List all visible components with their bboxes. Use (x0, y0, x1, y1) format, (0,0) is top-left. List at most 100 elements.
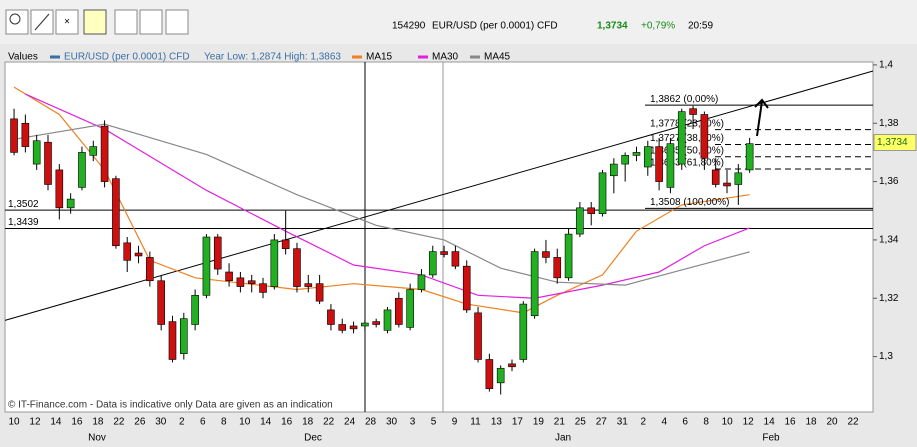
fib-label: 1,3727 (38,20%) (650, 133, 724, 144)
x-tick-label: 28 (365, 417, 377, 428)
x-tick-label: 20 (826, 417, 838, 428)
zoom-tool[interactable] (5, 9, 29, 35)
icon (34, 13, 50, 31)
candle-body (112, 178, 120, 247)
last-price-box (873, 134, 917, 151)
x-tick-label: 10 (8, 417, 20, 428)
level-label: 1,3502 (8, 199, 39, 210)
level-label: 1,3439 (8, 217, 39, 228)
candle-body (202, 236, 211, 296)
footer: © IT-Finance.com - Data is indicative on… (8, 400, 333, 411)
candle-body (621, 155, 629, 165)
candle-body (576, 207, 584, 235)
x-tick-label: 30 (386, 417, 398, 428)
x-tick-label: 3 (410, 417, 416, 428)
parallel-tool[interactable] (139, 9, 163, 35)
candle-body (689, 108, 697, 115)
candle-body (508, 363, 516, 368)
candle-body (383, 309, 392, 331)
x-tick-label: 11 (470, 417, 481, 428)
candle-body (598, 172, 607, 214)
month-label: Jan (555, 433, 571, 444)
candle-body (281, 239, 290, 249)
y-tick-label: 1,4 (879, 60, 893, 71)
candle-body (146, 257, 154, 282)
x-tick-label: 6 (200, 417, 206, 428)
y-tick-label: 1,32 (879, 293, 899, 304)
candle-body (553, 257, 562, 279)
icon (9, 13, 21, 25)
time: 20:59 (688, 21, 713, 32)
x-tick-label: 22 (113, 417, 125, 428)
x-tick-label: 8 (703, 417, 709, 428)
candle-body (78, 152, 86, 188)
legend-label: MA15 (366, 52, 393, 63)
candle-body (643, 146, 652, 168)
candle-body (134, 252, 143, 257)
candle-body (496, 367, 505, 384)
x-tick-label: 26 (134, 417, 146, 428)
x-tick-label: 27 (596, 417, 608, 428)
month-label: Feb (762, 433, 780, 444)
candle-body (530, 251, 539, 317)
candle-body (519, 303, 528, 360)
candle-body (44, 141, 52, 185)
candle-body (485, 359, 494, 389)
candle-body (247, 280, 256, 284)
x-tick-label: 18 (302, 417, 314, 428)
candle-body (259, 283, 267, 293)
x-tick-label: 22 (323, 417, 335, 428)
legend-label: MA45 (484, 52, 511, 63)
candle-body (180, 318, 188, 354)
candle-body (745, 143, 754, 171)
y-tick-label: 1,36 (879, 176, 899, 187)
legend-label: MA30 (432, 52, 459, 63)
x-tick-label: 17 (512, 417, 524, 428)
x-tick-label: 2 (640, 417, 646, 428)
x-tick-label: 10 (722, 417, 734, 428)
candle-body (32, 140, 41, 165)
fib-label: 1,3643 (61,80%) (650, 158, 724, 169)
instrument-name: EUR/USD (per 0.0001) CFD (432, 21, 558, 32)
x-tick-label: 14 (50, 417, 62, 428)
x-tick-label: 16 (785, 417, 797, 428)
x-tick-label: 24 (344, 417, 356, 428)
x-tick-label: 5 (431, 417, 437, 428)
x-tick-label: 8 (221, 417, 227, 428)
legend-title: Values (8, 52, 38, 63)
candle-body (406, 289, 414, 328)
y-tick-label: 1,3 (879, 351, 893, 362)
candle-body (395, 297, 403, 325)
candle-body (417, 274, 426, 290)
candle-body (462, 265, 471, 311)
candle-body (564, 233, 573, 279)
candle-body (10, 118, 18, 153)
candle-body (89, 146, 98, 156)
arrow (754, 98, 769, 137)
candle-body (428, 251, 437, 276)
x-tick-label: 2 (179, 417, 185, 428)
x-tick-label: 9 (452, 417, 458, 428)
fib-tool[interactable] (83, 9, 107, 35)
candle-body (349, 325, 358, 330)
price: 1,3734 (597, 21, 628, 32)
candle-body (440, 251, 448, 255)
candle-body (55, 169, 64, 209)
x-tick-label: 18 (92, 417, 104, 428)
x-tick-label: 18 (805, 417, 817, 428)
delete-tool[interactable] (165, 9, 189, 35)
x-tick-label: 16 (71, 417, 83, 428)
candle-body (327, 309, 335, 325)
candle-body (304, 283, 313, 287)
x-tick-label: 12 (29, 417, 41, 428)
icon: × (64, 17, 70, 28)
tool-icons: × (5, 9, 189, 35)
candle-body (338, 324, 347, 331)
cross-tool[interactable] (55, 9, 79, 35)
candle-body (587, 207, 596, 214)
instrument-id: 154290 (392, 21, 426, 32)
candle-body (361, 322, 369, 327)
channel-tool[interactable] (114, 9, 138, 35)
